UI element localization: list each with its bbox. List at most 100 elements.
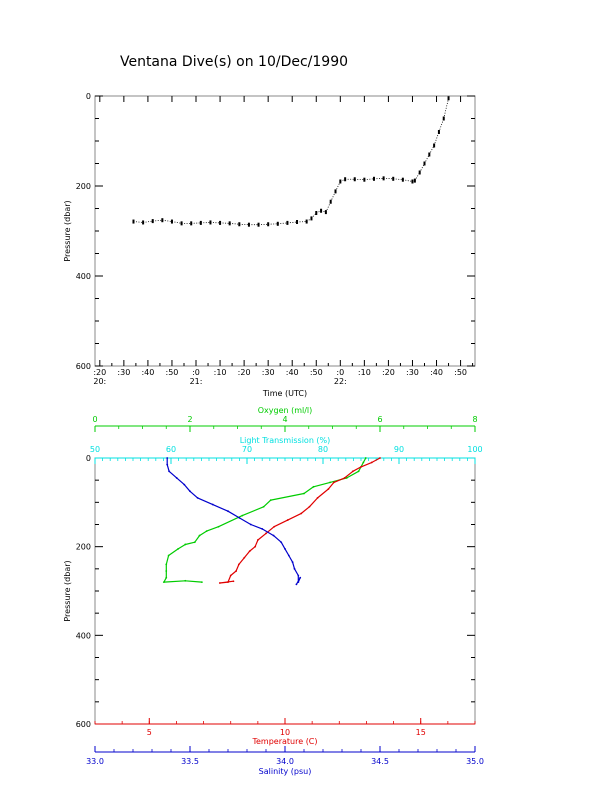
oxygen-axis: 0 2 4 6 8 Oxygen (ml/l) bbox=[92, 406, 478, 432]
time-series-x-tick-label: :10 bbox=[358, 368, 371, 377]
temperature-tick-label: 5 bbox=[147, 728, 152, 737]
oxygen-profile-point bbox=[205, 530, 208, 533]
profile-y-tick-label: 600 bbox=[76, 720, 91, 729]
temperature-axis-title: Temperature (C) bbox=[251, 737, 317, 746]
temperature-profile-point bbox=[254, 545, 257, 548]
time-series-hour-label: 20: bbox=[93, 377, 106, 386]
temperature-profile-point bbox=[343, 477, 346, 479]
dive-track-segment bbox=[133, 221, 144, 223]
oxygen-profile-point bbox=[193, 541, 196, 544]
temperature-profile-point bbox=[370, 461, 373, 464]
time-series-x-tick-label: :50 bbox=[310, 368, 323, 377]
salinity-axis-title: Salinity (psu) bbox=[259, 767, 312, 776]
oxygen-profile-point bbox=[200, 581, 203, 584]
salinity-profile-point bbox=[297, 581, 300, 584]
temperature-profile-point bbox=[273, 525, 276, 528]
salinity-profile-point bbox=[280, 541, 283, 544]
salinity-profile-point bbox=[189, 490, 191, 493]
time-series-y-axis-title: Pressure (dbar) bbox=[63, 200, 72, 261]
temperature-profile-point bbox=[327, 488, 330, 490]
light-transmission-tick-label: 90 bbox=[394, 445, 404, 454]
dive-track-segment bbox=[402, 179, 413, 182]
dive-track-segment bbox=[412, 180, 416, 182]
oxygen-profile-point bbox=[362, 461, 365, 464]
time-series-hour-labels: 20: 21: 22: bbox=[93, 377, 346, 386]
light-transmission-axis: 50 60 70 80 90 100 Light Transmission (%) bbox=[90, 436, 483, 464]
temperature-tick-label: 10 bbox=[280, 728, 290, 737]
temperature-profile-point bbox=[243, 556, 246, 559]
oxygen-profile-line bbox=[163, 457, 367, 583]
temperature-axis: 5 10 15 Temperature (C) bbox=[94, 718, 476, 746]
oxygen-profile-point bbox=[329, 481, 332, 484]
time-series-hour-label: 22: bbox=[334, 377, 347, 386]
salinity-profile-point bbox=[272, 534, 275, 537]
profile-y-axis-title: Pressure (dbar) bbox=[63, 560, 72, 621]
temperature-profile-point bbox=[265, 532, 267, 535]
oxygen-profile-point bbox=[364, 457, 367, 459]
salinity-profile-point bbox=[227, 510, 229, 513]
temperature-profile-point bbox=[237, 563, 240, 566]
oxygen-profile-point bbox=[345, 477, 348, 479]
salinity-profile-point bbox=[299, 576, 302, 579]
salinity-profile-point bbox=[249, 523, 252, 526]
dive-track-segment bbox=[335, 181, 341, 192]
profile-tick-marks bbox=[95, 457, 475, 725]
salinity-profile-point bbox=[284, 547, 286, 550]
salinity-tick-label: 34.0 bbox=[276, 757, 294, 766]
oxygen-profile-point bbox=[165, 576, 168, 579]
temperature-profile-point bbox=[332, 481, 335, 484]
temperature-profile-point bbox=[256, 539, 259, 541]
time-series-x-tick-label: :30 bbox=[117, 368, 130, 377]
salinity-profile-point bbox=[175, 477, 178, 479]
temperature-profile-point bbox=[300, 512, 303, 515]
dive-track-segment bbox=[340, 178, 346, 182]
oxygen-profile-point bbox=[167, 554, 170, 557]
oxygen-tick-label: 0 bbox=[92, 415, 97, 424]
dive-track-segment bbox=[316, 210, 322, 214]
salinity-tick-label: 33.0 bbox=[86, 757, 104, 766]
dive-track-segment bbox=[277, 222, 288, 225]
oxygen-profile-point bbox=[312, 485, 315, 488]
light-transmission-axis-title: Light Transmission (%) bbox=[240, 436, 331, 445]
time-series-y-tick-label: 0 bbox=[86, 92, 91, 101]
dive-track-segment bbox=[424, 154, 430, 164]
dive-track-segment bbox=[414, 172, 421, 181]
temperature-profile-point bbox=[235, 570, 238, 572]
time-series-x-tick-label: :40 bbox=[286, 368, 299, 377]
salinity-profile-point bbox=[287, 554, 290, 557]
salinity-profile-point bbox=[293, 567, 296, 570]
time-series-x-tick-label: :10 bbox=[214, 368, 227, 377]
salinity-profile-point bbox=[168, 470, 171, 473]
time-series-x-tick-label: :0 bbox=[336, 368, 344, 377]
oxygen-profile-point bbox=[262, 505, 265, 508]
time-series-plot-frame bbox=[94, 95, 476, 367]
oxygen-profile-point bbox=[184, 543, 187, 546]
dive-track-segment bbox=[162, 219, 173, 222]
oxygen-profile-point bbox=[177, 547, 180, 550]
dive-track-segment bbox=[287, 221, 298, 224]
time-series-x-axis-title: Time (UTC) bbox=[262, 389, 307, 398]
salinity-profile-point bbox=[166, 457, 169, 459]
profile-y-tick-labels: 0 200 400 600 bbox=[76, 454, 91, 729]
dive-track-segment bbox=[320, 210, 326, 213]
temperature-profile-point bbox=[308, 505, 311, 508]
oxygen-profile-point bbox=[165, 563, 168, 566]
profile-y-tick-label: 200 bbox=[76, 543, 91, 552]
profile-y-tick-label: 400 bbox=[76, 631, 91, 640]
oxygen-axis-title: Oxygen (ml/l) bbox=[258, 406, 313, 415]
oxygen-tick-label: 8 bbox=[472, 415, 477, 424]
dive-track-segment bbox=[433, 131, 440, 146]
dive-track-segment bbox=[143, 220, 153, 223]
salinity-tick-label: 35.0 bbox=[466, 757, 484, 766]
salinity-profile-point bbox=[261, 528, 264, 530]
dive-track-segment bbox=[419, 163, 425, 173]
temperature-profile-point bbox=[360, 465, 362, 468]
temperature-profile-point bbox=[248, 550, 251, 552]
salinity-profile-point bbox=[166, 463, 169, 466]
dive-track-segment bbox=[152, 219, 163, 222]
dive-track-points bbox=[132, 96, 450, 227]
profile-plot-frame bbox=[94, 457, 476, 725]
salinity-profile-point bbox=[295, 583, 298, 586]
salinity-profile-point bbox=[291, 561, 294, 564]
